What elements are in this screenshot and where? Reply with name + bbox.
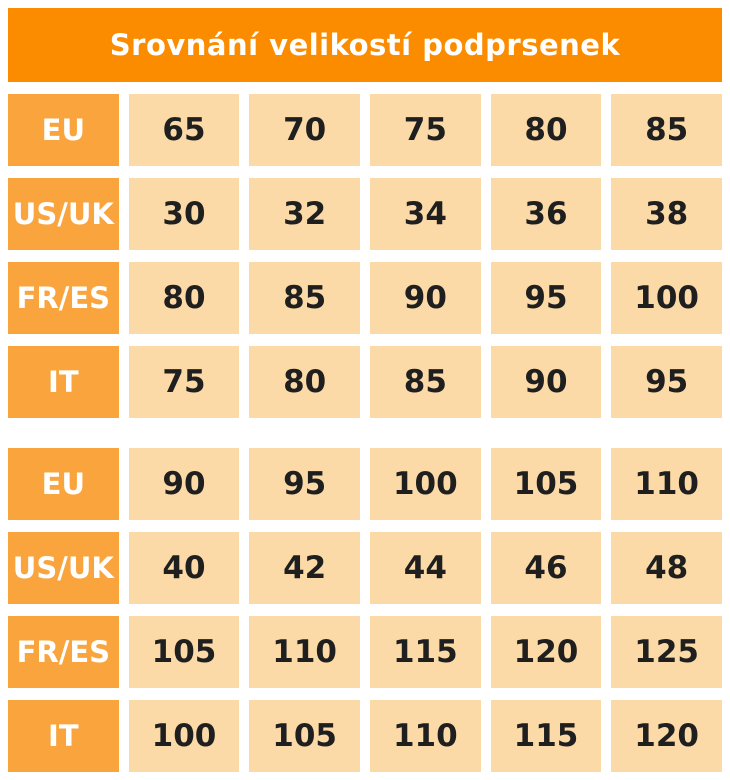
chart-title: Srovnání velikostí podprsenek [109,28,621,62]
row-label-eu: EU [8,448,119,520]
chart-title-bar: Srovnání velikostí podprsenek [8,8,722,82]
size-table-block-1: EU 65 70 75 80 85 US/UK 30 32 34 36 38 FR/ES 80 85 90 95… [8,94,722,418]
size-value-cell: 105 [249,700,360,772]
size-value-cell: 90 [369,262,481,334]
size-value-cell: 90 [128,448,240,520]
size-table-block-2: EU 90 95 100 105 110 US/UK 40 42 44 46 48 FR/ES 105 11… [8,448,722,772]
size-value-cell: 100 [128,700,240,772]
size-value-cell: 110 [369,700,481,772]
size-value-cell: 30 [128,178,240,250]
size-value-cell: 125 [611,616,722,688]
size-value-cell: 95 [249,448,360,520]
size-value-cell: 90 [490,346,602,418]
row-label-it: IT [8,700,119,772]
size-value-cell: 70 [249,94,360,166]
size-tables: EU 65 70 75 80 85 US/UK 30 32 34 36 38 FR/ES 80 85 90 95… [8,94,722,772]
size-value-cell: 75 [369,94,481,166]
size-value-cell: 36 [490,178,602,250]
size-value-cell: 40 [128,532,240,604]
row-label-fr-es: FR/ES [8,262,119,334]
size-value-cell: 100 [611,262,722,334]
size-value-cell: 75 [128,346,240,418]
row-label-us-uk: US/UK [8,532,119,604]
size-value-cell: 110 [249,616,360,688]
size-value-cell: 80 [128,262,240,334]
size-value-cell: 85 [249,262,360,334]
size-value-cell: 38 [611,178,722,250]
size-value-cell: 95 [490,262,602,334]
size-value-cell: 85 [611,94,722,166]
size-value-cell: 115 [490,700,602,772]
size-value-cell: 42 [249,532,360,604]
size-value-cell: 120 [490,616,602,688]
row-label-fr-es: FR/ES [8,616,119,688]
size-value-cell: 115 [369,616,481,688]
size-value-cell: 65 [128,94,240,166]
size-value-cell: 46 [490,532,602,604]
size-value-cell: 85 [369,346,481,418]
size-value-cell: 34 [369,178,481,250]
size-value-cell: 48 [611,532,722,604]
size-value-cell: 80 [490,94,602,166]
size-value-cell: 120 [611,700,722,772]
size-value-cell: 80 [249,346,360,418]
size-value-cell: 32 [249,178,360,250]
size-value-cell: 105 [490,448,602,520]
size-value-cell: 95 [611,346,722,418]
row-label-it: IT [8,346,119,418]
row-label-us-uk: US/UK [8,178,119,250]
size-value-cell: 110 [611,448,722,520]
size-value-cell: 105 [128,616,240,688]
size-value-cell: 100 [369,448,481,520]
size-value-cell: 44 [369,532,481,604]
row-label-eu: EU [8,94,119,166]
